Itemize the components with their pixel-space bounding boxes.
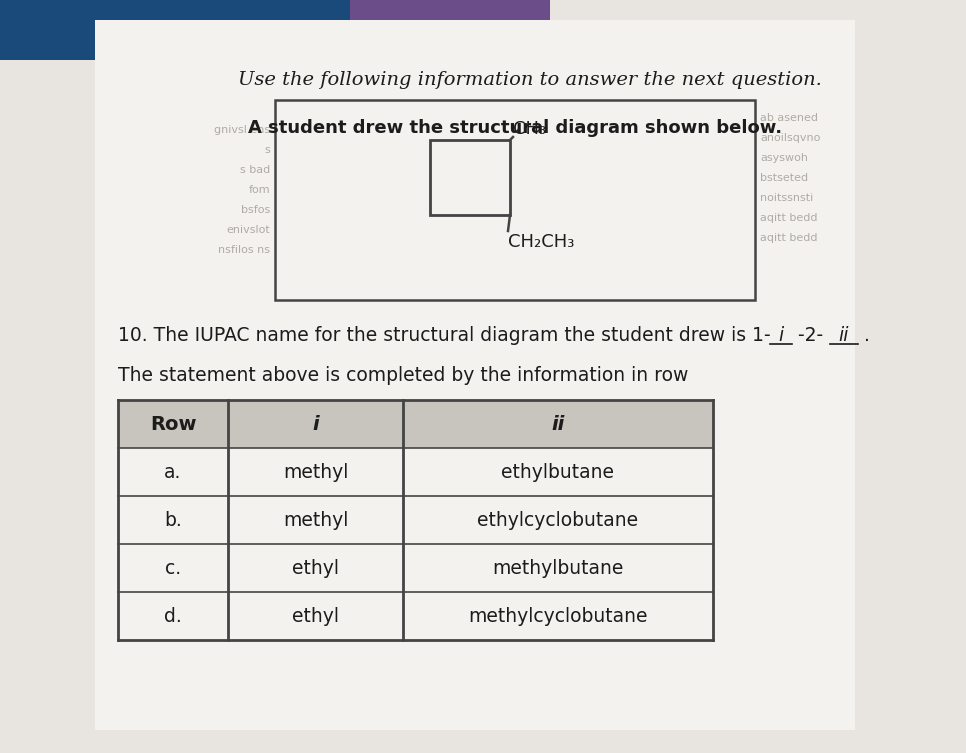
- Text: CH₃: CH₃: [513, 120, 546, 138]
- Text: gnivsl ens: gnivsl ens: [213, 125, 270, 135]
- FancyBboxPatch shape: [118, 544, 713, 592]
- Text: methyl: methyl: [283, 462, 348, 481]
- Text: s: s: [265, 145, 270, 155]
- Text: c.: c.: [165, 559, 181, 578]
- Text: i: i: [312, 414, 319, 434]
- Text: ethylbutane: ethylbutane: [501, 462, 614, 481]
- Text: d.: d.: [164, 606, 182, 626]
- Text: -2-: -2-: [792, 325, 823, 345]
- Text: i: i: [779, 325, 783, 345]
- Text: methyl: methyl: [283, 511, 348, 529]
- Text: CH₂CH₃: CH₂CH₃: [508, 233, 575, 251]
- Text: ethyl: ethyl: [292, 606, 339, 626]
- FancyBboxPatch shape: [118, 496, 713, 544]
- Text: ethylcyclobutane: ethylcyclobutane: [477, 511, 639, 529]
- Text: b.: b.: [164, 511, 182, 529]
- Text: noitssnsti: noitssnsti: [760, 193, 813, 203]
- Text: aqitt bedd: aqitt bedd: [760, 213, 817, 223]
- Polygon shape: [0, 0, 400, 60]
- FancyBboxPatch shape: [275, 100, 755, 300]
- FancyBboxPatch shape: [118, 400, 713, 448]
- Text: nsfilos ns: nsfilos ns: [218, 245, 270, 255]
- FancyBboxPatch shape: [95, 20, 855, 730]
- FancyBboxPatch shape: [118, 448, 713, 496]
- Text: methylcyclobutane: methylcyclobutane: [469, 606, 648, 626]
- Text: Use the following information to answer the next question.: Use the following information to answer …: [238, 71, 822, 89]
- Polygon shape: [350, 0, 550, 80]
- Text: A student drew the structural diagram shown below.: A student drew the structural diagram sh…: [248, 119, 782, 137]
- Text: s bad: s bad: [240, 165, 270, 175]
- Text: anoilsqvno: anoilsqvno: [760, 133, 820, 143]
- Text: a.: a.: [164, 462, 182, 481]
- Text: The statement above is completed by the information in row: The statement above is completed by the …: [118, 365, 689, 385]
- Text: methylbutane: methylbutane: [493, 559, 624, 578]
- Text: ii: ii: [838, 325, 849, 345]
- Text: aqitt bedd: aqitt bedd: [760, 233, 817, 243]
- Text: 10. The IUPAC name for the structural diagram the student drew is 1-: 10. The IUPAC name for the structural di…: [118, 325, 771, 345]
- Text: bsfos: bsfos: [241, 205, 270, 215]
- FancyBboxPatch shape: [118, 592, 713, 640]
- Text: ab asened: ab asened: [760, 113, 818, 123]
- Text: ethyl: ethyl: [292, 559, 339, 578]
- Text: enivslot: enivslot: [226, 225, 270, 235]
- Text: Row: Row: [150, 414, 196, 434]
- Text: fom: fom: [248, 185, 270, 195]
- Text: bstseted: bstseted: [760, 173, 809, 183]
- Text: .: .: [858, 325, 869, 345]
- Text: ii: ii: [552, 414, 564, 434]
- Text: asyswoh: asyswoh: [760, 153, 808, 163]
